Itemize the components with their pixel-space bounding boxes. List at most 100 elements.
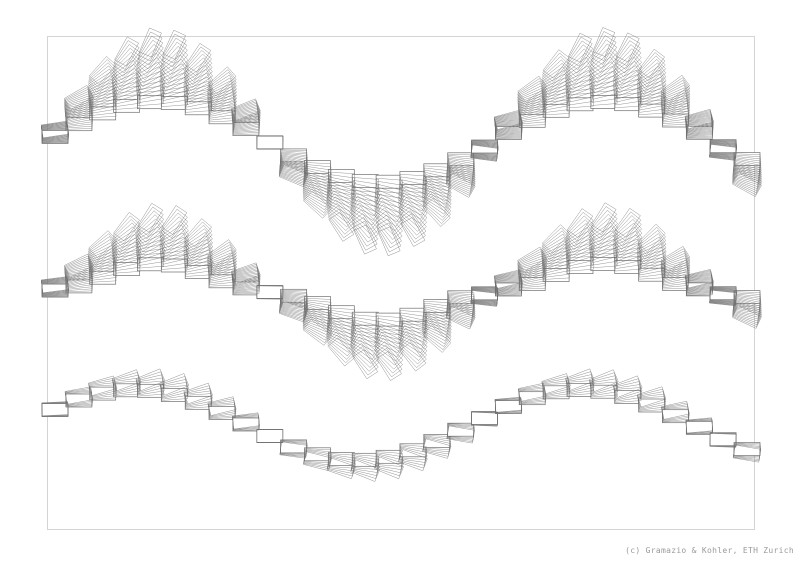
brick xyxy=(422,320,452,347)
brick xyxy=(231,106,261,126)
brick xyxy=(541,230,571,258)
brick xyxy=(446,296,475,314)
brick xyxy=(207,86,237,109)
twisted-wall-row-3 xyxy=(41,368,762,482)
brick xyxy=(591,35,617,65)
brick xyxy=(256,429,283,443)
brick xyxy=(661,401,690,420)
brick xyxy=(136,214,165,243)
brick xyxy=(422,188,452,215)
brick xyxy=(637,230,667,258)
brick xyxy=(113,44,140,74)
brick xyxy=(660,248,691,273)
brick xyxy=(159,72,190,95)
brick xyxy=(614,260,642,274)
brick xyxy=(136,243,165,264)
brick xyxy=(494,113,523,132)
brick xyxy=(398,182,428,203)
brick xyxy=(565,247,595,267)
brick xyxy=(114,36,139,67)
brick xyxy=(64,97,94,119)
brick xyxy=(636,77,667,101)
brick xyxy=(135,368,166,391)
brick xyxy=(471,411,498,425)
brick xyxy=(709,433,737,448)
brick xyxy=(589,47,618,77)
brick xyxy=(660,90,691,113)
brick xyxy=(64,95,94,118)
brick xyxy=(589,375,619,395)
brick xyxy=(112,94,141,110)
brick xyxy=(422,308,452,329)
brick xyxy=(279,161,309,182)
brick xyxy=(661,404,690,421)
brick xyxy=(398,203,427,232)
brick xyxy=(350,322,380,344)
brick xyxy=(207,72,237,99)
brick xyxy=(637,59,666,87)
brick xyxy=(160,216,189,245)
brick xyxy=(709,432,737,447)
brick xyxy=(541,373,571,395)
brick xyxy=(542,96,570,113)
brick xyxy=(660,253,691,277)
brick xyxy=(684,112,714,132)
brick xyxy=(685,113,714,132)
brick xyxy=(303,167,332,187)
brick xyxy=(399,206,427,236)
brick xyxy=(326,319,357,342)
brick xyxy=(159,376,189,397)
brick xyxy=(183,72,213,97)
brick xyxy=(494,111,523,131)
brick xyxy=(111,369,142,392)
brick xyxy=(517,246,547,272)
brick xyxy=(422,303,451,320)
brick xyxy=(326,329,356,357)
brick xyxy=(374,323,404,345)
brick xyxy=(612,234,643,259)
brick xyxy=(87,72,118,98)
brick xyxy=(709,289,737,307)
brick xyxy=(302,178,333,202)
brick xyxy=(398,336,427,365)
brick xyxy=(207,77,237,103)
brick xyxy=(685,417,714,434)
brick xyxy=(231,111,261,129)
brick xyxy=(613,378,643,399)
brick xyxy=(637,223,666,253)
brick xyxy=(208,271,236,287)
brick xyxy=(375,207,404,236)
brick xyxy=(231,109,261,128)
brick xyxy=(422,198,451,227)
brick xyxy=(183,228,213,256)
brick xyxy=(517,85,547,110)
brick xyxy=(637,393,666,411)
brick xyxy=(88,62,117,90)
brick xyxy=(398,322,428,346)
brick xyxy=(446,163,476,184)
brick xyxy=(398,197,428,224)
brick xyxy=(376,351,402,381)
brick xyxy=(65,273,93,290)
brick xyxy=(614,44,642,74)
brick xyxy=(422,167,451,184)
brick xyxy=(302,186,333,213)
brick xyxy=(375,211,403,240)
brick xyxy=(541,227,571,256)
brick xyxy=(636,66,667,93)
brick xyxy=(613,215,642,244)
brick xyxy=(374,453,404,473)
brick xyxy=(614,97,642,112)
brick xyxy=(351,177,379,193)
brick xyxy=(589,213,618,243)
brick xyxy=(590,252,618,269)
brick xyxy=(88,230,117,258)
brick xyxy=(566,48,594,77)
brick xyxy=(88,382,117,399)
brick xyxy=(494,396,523,413)
brick xyxy=(207,98,237,117)
brick xyxy=(207,249,237,273)
brick xyxy=(422,314,452,338)
brick xyxy=(422,190,452,218)
brick xyxy=(422,437,452,457)
